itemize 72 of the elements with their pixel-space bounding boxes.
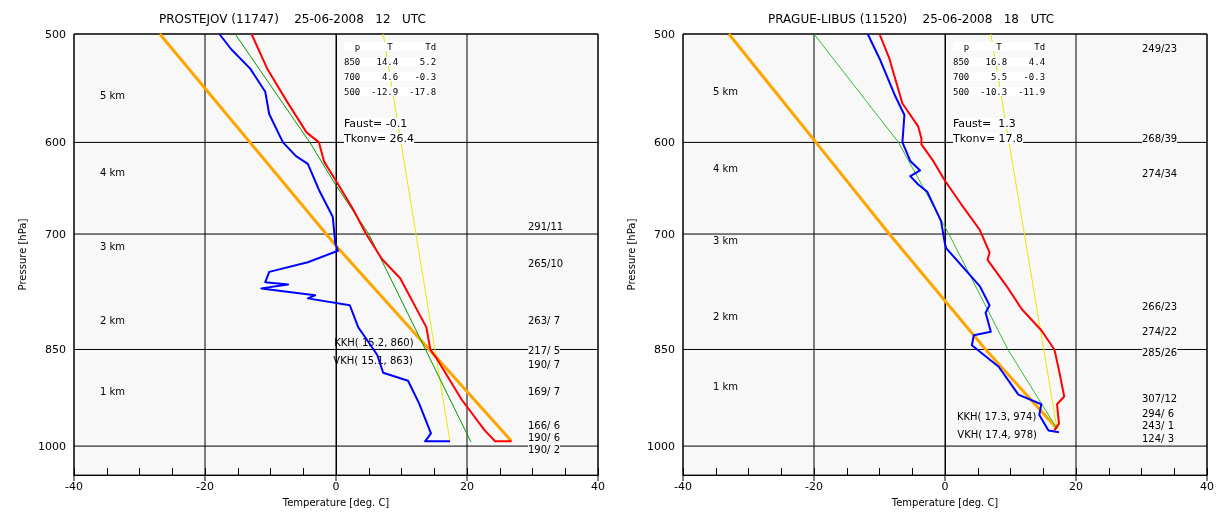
annotation: 700 4.6 -0.3 xyxy=(344,71,437,82)
annotation: 166/ 6 xyxy=(528,419,560,431)
y-tick-label: 850 xyxy=(45,342,66,356)
annotation: Tkonv= 17.8 xyxy=(952,132,1024,145)
annotation: 243/ 1 xyxy=(1142,419,1174,431)
y-axis-title: Pressure [hPa] xyxy=(625,218,637,291)
line-series xyxy=(813,33,1058,430)
y-tick-label: 850 xyxy=(654,342,675,356)
annotation: 190/ 2 xyxy=(528,443,560,455)
annotation: Faust= 1.3 xyxy=(953,117,1016,130)
annotation: p T Td xyxy=(344,41,437,52)
x-tick-label: 0 xyxy=(941,480,949,494)
y-tick-label: 500 xyxy=(45,27,66,41)
x-tick-label: 20 xyxy=(1069,480,1083,494)
chart-title: PROSTEJOV (11747) 25-06-2008 12 UTC xyxy=(159,12,426,26)
annotation: 263/ 7 xyxy=(528,314,560,326)
annotation: 190/ 7 xyxy=(528,358,560,370)
annotation: 274/34 xyxy=(1142,167,1178,179)
annotation: 169/ 7 xyxy=(528,385,560,397)
annotation: VKH( 17.4, 978) xyxy=(957,429,1038,441)
annotation: 5 km xyxy=(100,89,126,101)
annotation: 700 5.5 -0.3 xyxy=(953,71,1046,82)
line-series xyxy=(158,32,514,443)
annotation: 190/ 6 xyxy=(528,431,560,443)
annotation: 249/23 xyxy=(1142,42,1178,54)
annotation: 850 14.4 5.2 xyxy=(344,56,437,67)
annotation: 3 km xyxy=(100,240,126,252)
annotation: 500 -10.3 -11.9 xyxy=(953,86,1046,97)
line-series xyxy=(250,33,513,443)
annotation: 307/12 xyxy=(1142,392,1178,404)
annotation: 266/23 xyxy=(1142,300,1178,312)
annotation: 274/22 xyxy=(1142,325,1178,337)
x-tick-label: 40 xyxy=(1200,480,1214,494)
annotation: 1 km xyxy=(100,385,126,397)
x-tick-label: 0 xyxy=(332,480,340,494)
annotation: 124/ 3 xyxy=(1142,432,1174,444)
x-tick-label: -40 xyxy=(674,480,692,494)
y-axis-title: Pressure [hPa] xyxy=(16,218,28,291)
x-tick-label: 20 xyxy=(460,480,474,494)
y-tick-label: 1000 xyxy=(38,439,66,453)
x-axis-title: Temperature [deg. C] xyxy=(890,496,999,508)
x-tick-label: 40 xyxy=(591,480,605,494)
annotation: 1 km xyxy=(713,380,739,392)
annotation: 2 km xyxy=(713,310,739,322)
annotation: 850 16.8 4.4 xyxy=(953,56,1046,67)
x-tick-label: -20 xyxy=(196,480,214,494)
y-tick-label: 500 xyxy=(654,27,675,41)
annotation: 285/26 xyxy=(1142,346,1178,358)
y-tick-label: 1000 xyxy=(647,439,675,453)
annotation: 265/10 xyxy=(528,257,564,269)
annotation: 5 km xyxy=(713,85,739,97)
chart-title: PRAGUE-LIBUS (11520) 25-06-2008 18 UTC xyxy=(768,12,1055,26)
y-tick-label: 600 xyxy=(45,135,66,149)
annotation: 500 -12.9 -17.8 xyxy=(344,86,437,97)
annotation: 217/ 5 xyxy=(528,344,560,356)
annotation: 4 km xyxy=(713,162,739,174)
annotation: KKH( 17.3, 974) xyxy=(956,410,1037,422)
annotation: 4 km xyxy=(100,166,126,178)
annotation: 294/ 6 xyxy=(1142,407,1174,419)
annotation: 268/39 xyxy=(1142,132,1178,144)
annotation: p T Td xyxy=(953,41,1046,52)
annotation: Faust= -0.1 xyxy=(344,117,408,130)
y-tick-label: 700 xyxy=(654,227,675,241)
annotation: 3 km xyxy=(713,234,739,246)
annotation: Tkonv= 26.4 xyxy=(343,132,415,145)
x-tick-label: -40 xyxy=(65,480,83,494)
x-tick-label: -20 xyxy=(805,480,823,494)
y-tick-label: 600 xyxy=(654,135,675,149)
annotation: 291/11 xyxy=(528,220,564,232)
x-axis-title: Temperature [deg. C] xyxy=(281,496,390,508)
annotation: 2 km xyxy=(100,314,126,326)
y-tick-label: 700 xyxy=(45,227,66,241)
